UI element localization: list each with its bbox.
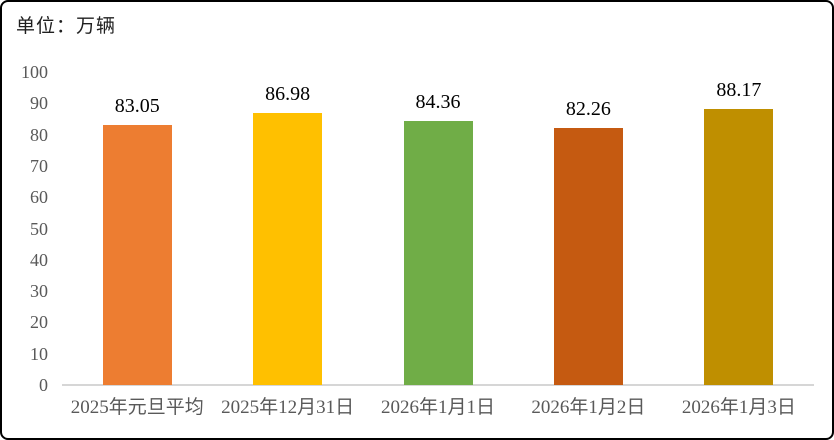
x-category-label: 2025年12月31日 xyxy=(221,397,355,418)
bar-value-label: 82.26 xyxy=(565,97,611,120)
y-tick-label: 10 xyxy=(30,343,48,364)
bar: 88.17 xyxy=(704,79,774,385)
plot-area: 83.05 86.98 84.36 82.26 88.17 xyxy=(62,72,814,385)
unit-label: 单位：万辆 xyxy=(16,16,117,37)
x-axis-labels: 2025年元旦平均 2025年12月31日 2026年1月1日 2026年1月2日 20… xyxy=(62,394,814,428)
bar-value-label: 83.05 xyxy=(114,95,160,118)
x-category-label: 2025年元旦平均 xyxy=(70,397,204,418)
y-tick-label: 40 xyxy=(30,249,48,270)
y-tick-label: 30 xyxy=(30,281,48,302)
bar-slot: 83.05 xyxy=(62,72,212,385)
y-tick-label: 70 xyxy=(30,155,48,176)
bar-slot: 82.26 xyxy=(513,72,663,385)
x-category-label: 2026年1月3日 xyxy=(681,397,796,418)
y-tick-label: 80 xyxy=(30,124,48,145)
y-tick-label: 100 xyxy=(21,62,48,82)
bar-slot: 86.98 xyxy=(212,72,362,385)
x-category-label: 2026年1月2日 xyxy=(531,397,646,418)
y-tick-label: 20 xyxy=(30,312,48,333)
bar-value-label: 88.17 xyxy=(716,79,762,102)
bar: 86.98 xyxy=(253,83,323,385)
bar-slot: 84.36 xyxy=(363,72,513,385)
y-tick-label: 90 xyxy=(30,93,48,114)
bar: 82.26 xyxy=(553,98,623,385)
y-tick-label: 60 xyxy=(30,187,48,208)
x-axis-line xyxy=(62,384,814,386)
bar-value-label: 84.36 xyxy=(415,90,461,113)
bar-slot: 88.17 xyxy=(664,72,814,385)
y-tick-label: 0 xyxy=(39,375,48,395)
y-tick-label: 50 xyxy=(30,218,48,239)
bar: 84.36 xyxy=(403,91,473,385)
bar-value-label: 86.98 xyxy=(265,82,311,105)
bar: 83.05 xyxy=(102,95,172,385)
y-axis: 0 10 20 30 40 50 60 70 80 90 100 xyxy=(2,2,50,438)
x-category-label: 2026年1月1日 xyxy=(381,397,496,418)
